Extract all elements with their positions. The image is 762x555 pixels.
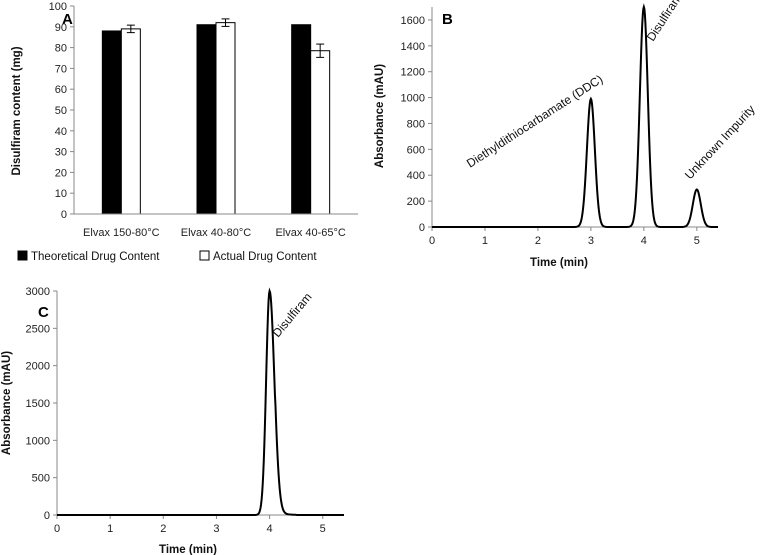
y-tick-label: 2000 (26, 361, 50, 373)
y-tick-label: 500 (32, 473, 50, 485)
y-tick-label: 400 (407, 170, 425, 182)
legend-swatch-actual (199, 250, 210, 261)
bar-actual (120, 28, 141, 215)
y-tick-label: 1400 (401, 41, 425, 53)
y-tick-label: 2500 (26, 323, 50, 335)
y-tick-label: 1200 (401, 67, 425, 79)
peak-label-disulfiram-b: Disulfiram (644, 0, 685, 44)
panel-a-error-bars (126, 18, 325, 58)
x-tick-label: 3 (588, 235, 594, 247)
panel-c-x-ticks: 0 1 2 3 4 5 (54, 515, 326, 535)
y-tick-label: 0 (61, 209, 67, 221)
panel-b-y-ticks: 0 200 400 600 800 1000 1200 1400 1600 (401, 15, 432, 234)
y-tick-label: 1000 (401, 93, 425, 105)
peak-label-ddc: Diethyldithiocarbamate (DDC) (464, 72, 605, 171)
x-tick-label: 2 (535, 235, 541, 247)
y-tick-label: 0 (419, 222, 425, 234)
legend-label-theoretical: Theoretical Drug Content (31, 251, 160, 263)
bar-actual (215, 22, 236, 215)
panel-a-letter: A (62, 11, 73, 28)
x-tick-label: 0 (429, 235, 435, 247)
legend-label-actual: Actual Drug Content (213, 251, 317, 263)
y-tick-label: 40 (55, 126, 67, 138)
panel-c-chromatogram: C Absorbance (mAU) Time (min) 0500100015… (1, 286, 344, 555)
panel-a-y-ticks: 0 10 20 30 40 50 60 70 80 90 100 (49, 1, 74, 221)
y-tick-label: 600 (407, 144, 425, 156)
x-tick-label: 0 (54, 523, 60, 535)
y-tick-label: 10 (55, 188, 67, 200)
peak-label-disulfiram-c: Disulfiram (270, 290, 315, 340)
panel-b-x-axis-label: Time (min) (530, 257, 588, 269)
panel-a-bar-chart: A Disulfiram content (mg) 0 10 20 30 40 50 60 7… (11, 1, 358, 263)
y-tick-label: 20 (55, 167, 67, 179)
x-tick-label: 2 (160, 523, 166, 535)
y-tick-label: 30 (55, 147, 67, 159)
bar-theoretical (196, 24, 217, 215)
peak-label-unknown-impurity: Unknown Impurity (682, 102, 758, 182)
panel-c-x-axis-label: Time (min) (159, 544, 217, 555)
x-tick-label: 5 (694, 235, 700, 247)
x-tick-label: 4 (641, 235, 647, 247)
panel-c-y-axis-label: Absorbance (mAU) (1, 351, 13, 455)
y-tick-label: 1000 (26, 435, 50, 447)
x-category-label: Elvax 40-65°C (275, 227, 345, 239)
panel-c-y-ticks: 0 500 1000 1500 2000 2500 3000 (26, 286, 57, 522)
panel-a-x-tick-labels: Elvax 150-80°C Elvax 40-80°C Elvax 40-65°C (83, 227, 346, 239)
panel-b-letter: B (442, 11, 453, 28)
panel-b-trace-line (432, 3, 718, 228)
legend-swatch-theoretical (17, 250, 28, 261)
panel-b-chromatogram: B Absorbance (mAU) Time (min) 0 200 400 600… (374, 0, 758, 269)
bar-actual (310, 50, 331, 215)
x-tick-label: 1 (482, 235, 488, 247)
panel-b-y-axis-label: Absorbance (mAU) (374, 64, 386, 168)
y-tick-label: 800 (407, 118, 425, 130)
y-tick-label: 70 (55, 63, 67, 75)
y-tick-label: 3000 (26, 286, 50, 298)
x-category-label: Elvax 40-80°C (181, 227, 251, 239)
y-tick-label: 0 (44, 510, 50, 522)
panel-a-bars (101, 22, 331, 215)
panel-b-x-ticks: 0 1 2 3 4 5 (429, 227, 700, 247)
y-tick-label: 50 (55, 105, 67, 117)
x-tick-label: 4 (267, 523, 273, 535)
y-tick-label: 80 (55, 43, 67, 55)
y-tick-label: 100 (49, 1, 67, 13)
y-tick-label: 60 (55, 84, 67, 96)
panel-a-legend: Theoretical Drug Content Actual Drug Con… (17, 250, 317, 263)
panel-c-trace-line (57, 287, 344, 516)
bar-theoretical (291, 24, 312, 215)
y-tick-label: 1600 (401, 15, 425, 27)
y-tick-label: 90 (55, 22, 67, 34)
x-category-label: Elvax 150-80°C (83, 227, 160, 239)
panel-c-letter: C (38, 304, 49, 321)
x-tick-label: 5 (320, 523, 326, 535)
panel-a-y-axis-label: Disulfiram content (mg) (11, 46, 23, 175)
y-tick-label: 200 (407, 196, 425, 208)
y-tick-label: 1500 (26, 398, 50, 410)
x-tick-label: 1 (107, 523, 113, 535)
bar-theoretical (101, 30, 122, 215)
x-tick-label: 3 (213, 523, 219, 535)
